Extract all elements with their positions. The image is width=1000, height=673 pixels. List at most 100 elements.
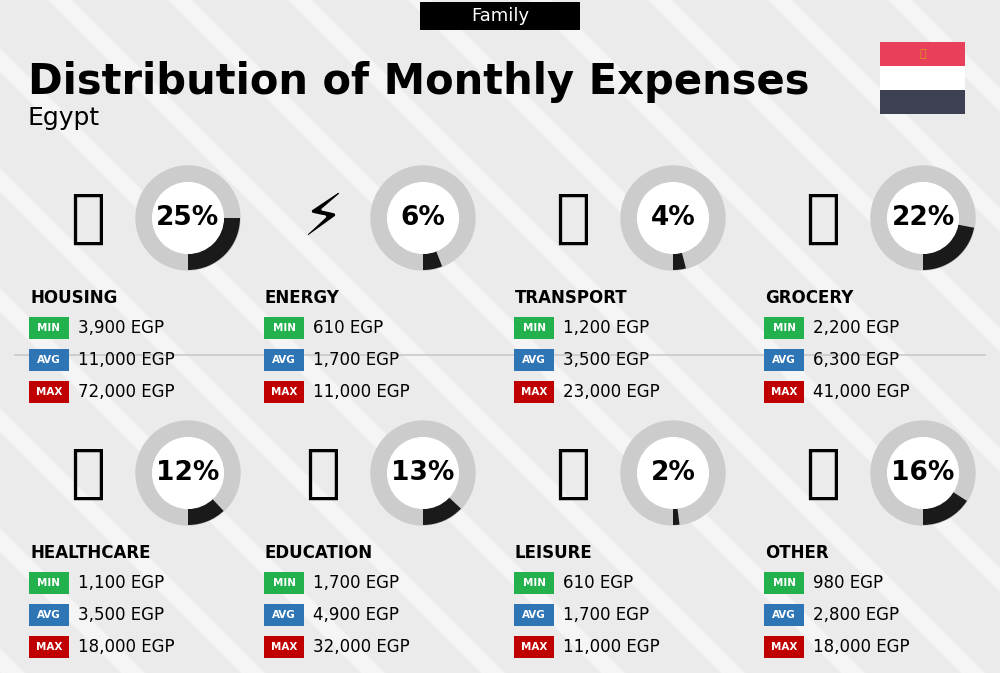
Text: 610 EGP: 610 EGP [313, 319, 383, 337]
Text: MIN: MIN [772, 323, 796, 333]
Circle shape [871, 166, 975, 270]
Text: 👜: 👜 [806, 444, 840, 501]
FancyBboxPatch shape [29, 317, 69, 339]
Text: AVG: AVG [772, 355, 796, 365]
Text: AVG: AVG [272, 610, 296, 620]
Text: Egypt: Egypt [28, 106, 100, 130]
Circle shape [153, 182, 223, 253]
Text: EDUCATION: EDUCATION [265, 544, 373, 562]
Text: 1,100 EGP: 1,100 EGP [78, 574, 164, 592]
FancyBboxPatch shape [264, 604, 304, 626]
FancyBboxPatch shape [420, 2, 580, 30]
FancyBboxPatch shape [764, 381, 804, 403]
Text: 1,700 EGP: 1,700 EGP [563, 606, 649, 624]
Wedge shape [188, 218, 240, 270]
FancyBboxPatch shape [764, 604, 804, 626]
Text: 610 EGP: 610 EGP [563, 574, 633, 592]
Text: 🚌: 🚌 [556, 190, 590, 246]
Circle shape [888, 437, 958, 508]
Text: MIN: MIN [772, 578, 796, 588]
Text: 3,500 EGP: 3,500 EGP [78, 606, 164, 624]
Text: 13%: 13% [391, 460, 455, 486]
FancyBboxPatch shape [764, 349, 804, 371]
FancyBboxPatch shape [264, 636, 304, 658]
Text: 6,300 EGP: 6,300 EGP [813, 351, 899, 369]
Text: MAX: MAX [521, 387, 547, 397]
Text: 22%: 22% [891, 205, 955, 231]
Text: 2,200 EGP: 2,200 EGP [813, 319, 899, 337]
Text: MAX: MAX [521, 642, 547, 652]
Text: 2%: 2% [651, 460, 695, 486]
FancyBboxPatch shape [764, 572, 804, 594]
Text: GROCERY: GROCERY [765, 289, 853, 307]
FancyBboxPatch shape [514, 572, 554, 594]
FancyBboxPatch shape [880, 90, 965, 114]
FancyBboxPatch shape [514, 604, 554, 626]
Text: ⚡: ⚡ [302, 190, 344, 246]
Text: 𓅃: 𓅃 [919, 49, 926, 59]
Text: 1,700 EGP: 1,700 EGP [313, 574, 399, 592]
Text: 3,900 EGP: 3,900 EGP [78, 319, 164, 337]
FancyBboxPatch shape [29, 349, 69, 371]
Text: MAX: MAX [771, 387, 797, 397]
Text: 💓: 💓 [70, 444, 106, 501]
Text: MAX: MAX [36, 642, 62, 652]
Text: 🛍: 🛍 [556, 444, 590, 501]
Text: 25%: 25% [156, 205, 220, 231]
Text: 1,200 EGP: 1,200 EGP [563, 319, 649, 337]
Text: 🏢: 🏢 [70, 190, 106, 246]
Text: 18,000 EGP: 18,000 EGP [813, 638, 910, 656]
Text: AVG: AVG [772, 610, 796, 620]
FancyBboxPatch shape [514, 381, 554, 403]
Circle shape [371, 421, 475, 525]
Text: HEALTHCARE: HEALTHCARE [30, 544, 150, 562]
Text: MAX: MAX [271, 387, 297, 397]
Text: 11,000 EGP: 11,000 EGP [78, 351, 175, 369]
Text: 11,000 EGP: 11,000 EGP [313, 383, 410, 401]
FancyBboxPatch shape [29, 381, 69, 403]
Circle shape [621, 421, 725, 525]
Text: 1,700 EGP: 1,700 EGP [313, 351, 399, 369]
Wedge shape [673, 508, 680, 525]
FancyBboxPatch shape [29, 604, 69, 626]
Circle shape [638, 182, 708, 253]
Circle shape [153, 437, 223, 508]
Wedge shape [423, 497, 461, 525]
FancyBboxPatch shape [764, 636, 804, 658]
Text: MIN: MIN [38, 323, 60, 333]
Circle shape [871, 421, 975, 525]
FancyBboxPatch shape [264, 381, 304, 403]
FancyBboxPatch shape [514, 349, 554, 371]
Circle shape [621, 166, 725, 270]
Text: OTHER: OTHER [765, 544, 829, 562]
Text: MIN: MIN [38, 578, 60, 588]
Text: ENERGY: ENERGY [265, 289, 340, 307]
Text: MIN: MIN [272, 578, 296, 588]
Wedge shape [188, 499, 224, 525]
Text: AVG: AVG [37, 610, 61, 620]
Text: 980 EGP: 980 EGP [813, 574, 883, 592]
FancyBboxPatch shape [880, 42, 965, 66]
Text: 32,000 EGP: 32,000 EGP [313, 638, 410, 656]
Text: MAX: MAX [271, 642, 297, 652]
Circle shape [388, 182, 458, 253]
Text: 72,000 EGP: 72,000 EGP [78, 383, 175, 401]
Text: 12%: 12% [156, 460, 220, 486]
Text: MIN: MIN [522, 323, 546, 333]
Text: 2,800 EGP: 2,800 EGP [813, 606, 899, 624]
Text: 23,000 EGP: 23,000 EGP [563, 383, 660, 401]
Text: 41,000 EGP: 41,000 EGP [813, 383, 910, 401]
Circle shape [136, 166, 240, 270]
FancyBboxPatch shape [514, 317, 554, 339]
Text: 🎓: 🎓 [306, 444, 340, 501]
Wedge shape [673, 252, 686, 270]
Circle shape [136, 421, 240, 525]
Text: 6%: 6% [401, 205, 445, 231]
Text: 3,500 EGP: 3,500 EGP [563, 351, 649, 369]
Text: HOUSING: HOUSING [30, 289, 117, 307]
Text: LEISURE: LEISURE [515, 544, 593, 562]
Text: 4%: 4% [651, 205, 695, 231]
Text: AVG: AVG [37, 355, 61, 365]
FancyBboxPatch shape [29, 636, 69, 658]
Wedge shape [923, 225, 974, 270]
